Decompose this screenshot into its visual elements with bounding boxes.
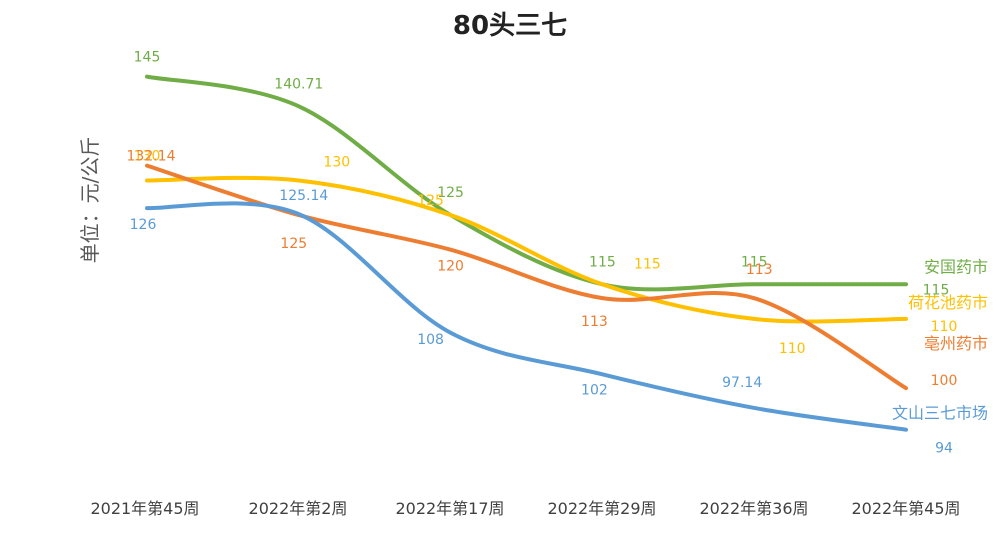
data-label: 125.14 [279, 188, 328, 204]
series-line [145, 175, 908, 324]
series-name-label: 荷花池药市 [908, 293, 988, 312]
data-label: 115 [923, 282, 950, 298]
series-name-label: 亳州药市 [924, 334, 988, 353]
series-name-label: 安国药市 [924, 257, 988, 276]
data-label: 145 [134, 50, 161, 66]
x-tick-label: 2022年第45周 [851, 499, 960, 518]
x-axis-ticks: 2021年第45周 2022年第2周 2022年第17周 2022年第29周 2022年… [90, 499, 960, 518]
data-label: 113 [746, 262, 773, 278]
data-label: 102 [581, 382, 608, 398]
x-tick-label: 2021年第45周 [90, 499, 199, 518]
x-tick-label: 2022年第17周 [395, 499, 504, 518]
data-label: 132.14 [127, 149, 176, 165]
data-label: 140.71 [274, 76, 323, 92]
data-label: 110 [931, 319, 958, 335]
y-axis-label: 单位：元/公斤 [78, 137, 102, 264]
data-label: 113 [581, 314, 608, 330]
series-line [145, 74, 908, 292]
data-label: 115 [589, 254, 616, 270]
series-lines [145, 74, 908, 432]
data-label: 120 [437, 259, 464, 275]
data-label: 115 [741, 254, 768, 270]
data-label: 130 [134, 148, 161, 164]
x-tick-label: 2022年第2周 [249, 499, 348, 518]
data-label: 94 [935, 441, 953, 457]
data-label: 130 [323, 154, 350, 170]
data-label: 108 [417, 332, 444, 348]
data-label: 125 [437, 185, 464, 201]
data-label: 110 [779, 341, 806, 357]
chart-title: 80头三七 [453, 11, 567, 41]
data-label: 125 [417, 193, 444, 209]
data-label: 126 [130, 217, 157, 233]
data-label: 125 [280, 236, 307, 252]
data-label: 100 [931, 373, 958, 389]
x-tick-label: 2022年第36周 [699, 499, 808, 518]
data-label: 97.14 [722, 375, 762, 391]
data-label: 115 [634, 256, 661, 272]
data-labels: 145 140.71 125 115 115 115 130 130 125 115 110 110 1… [127, 50, 958, 457]
series-name-label: 文山三七市场 [892, 404, 988, 423]
series-line [145, 201, 908, 432]
x-tick-label: 2022年第29周 [547, 499, 656, 518]
